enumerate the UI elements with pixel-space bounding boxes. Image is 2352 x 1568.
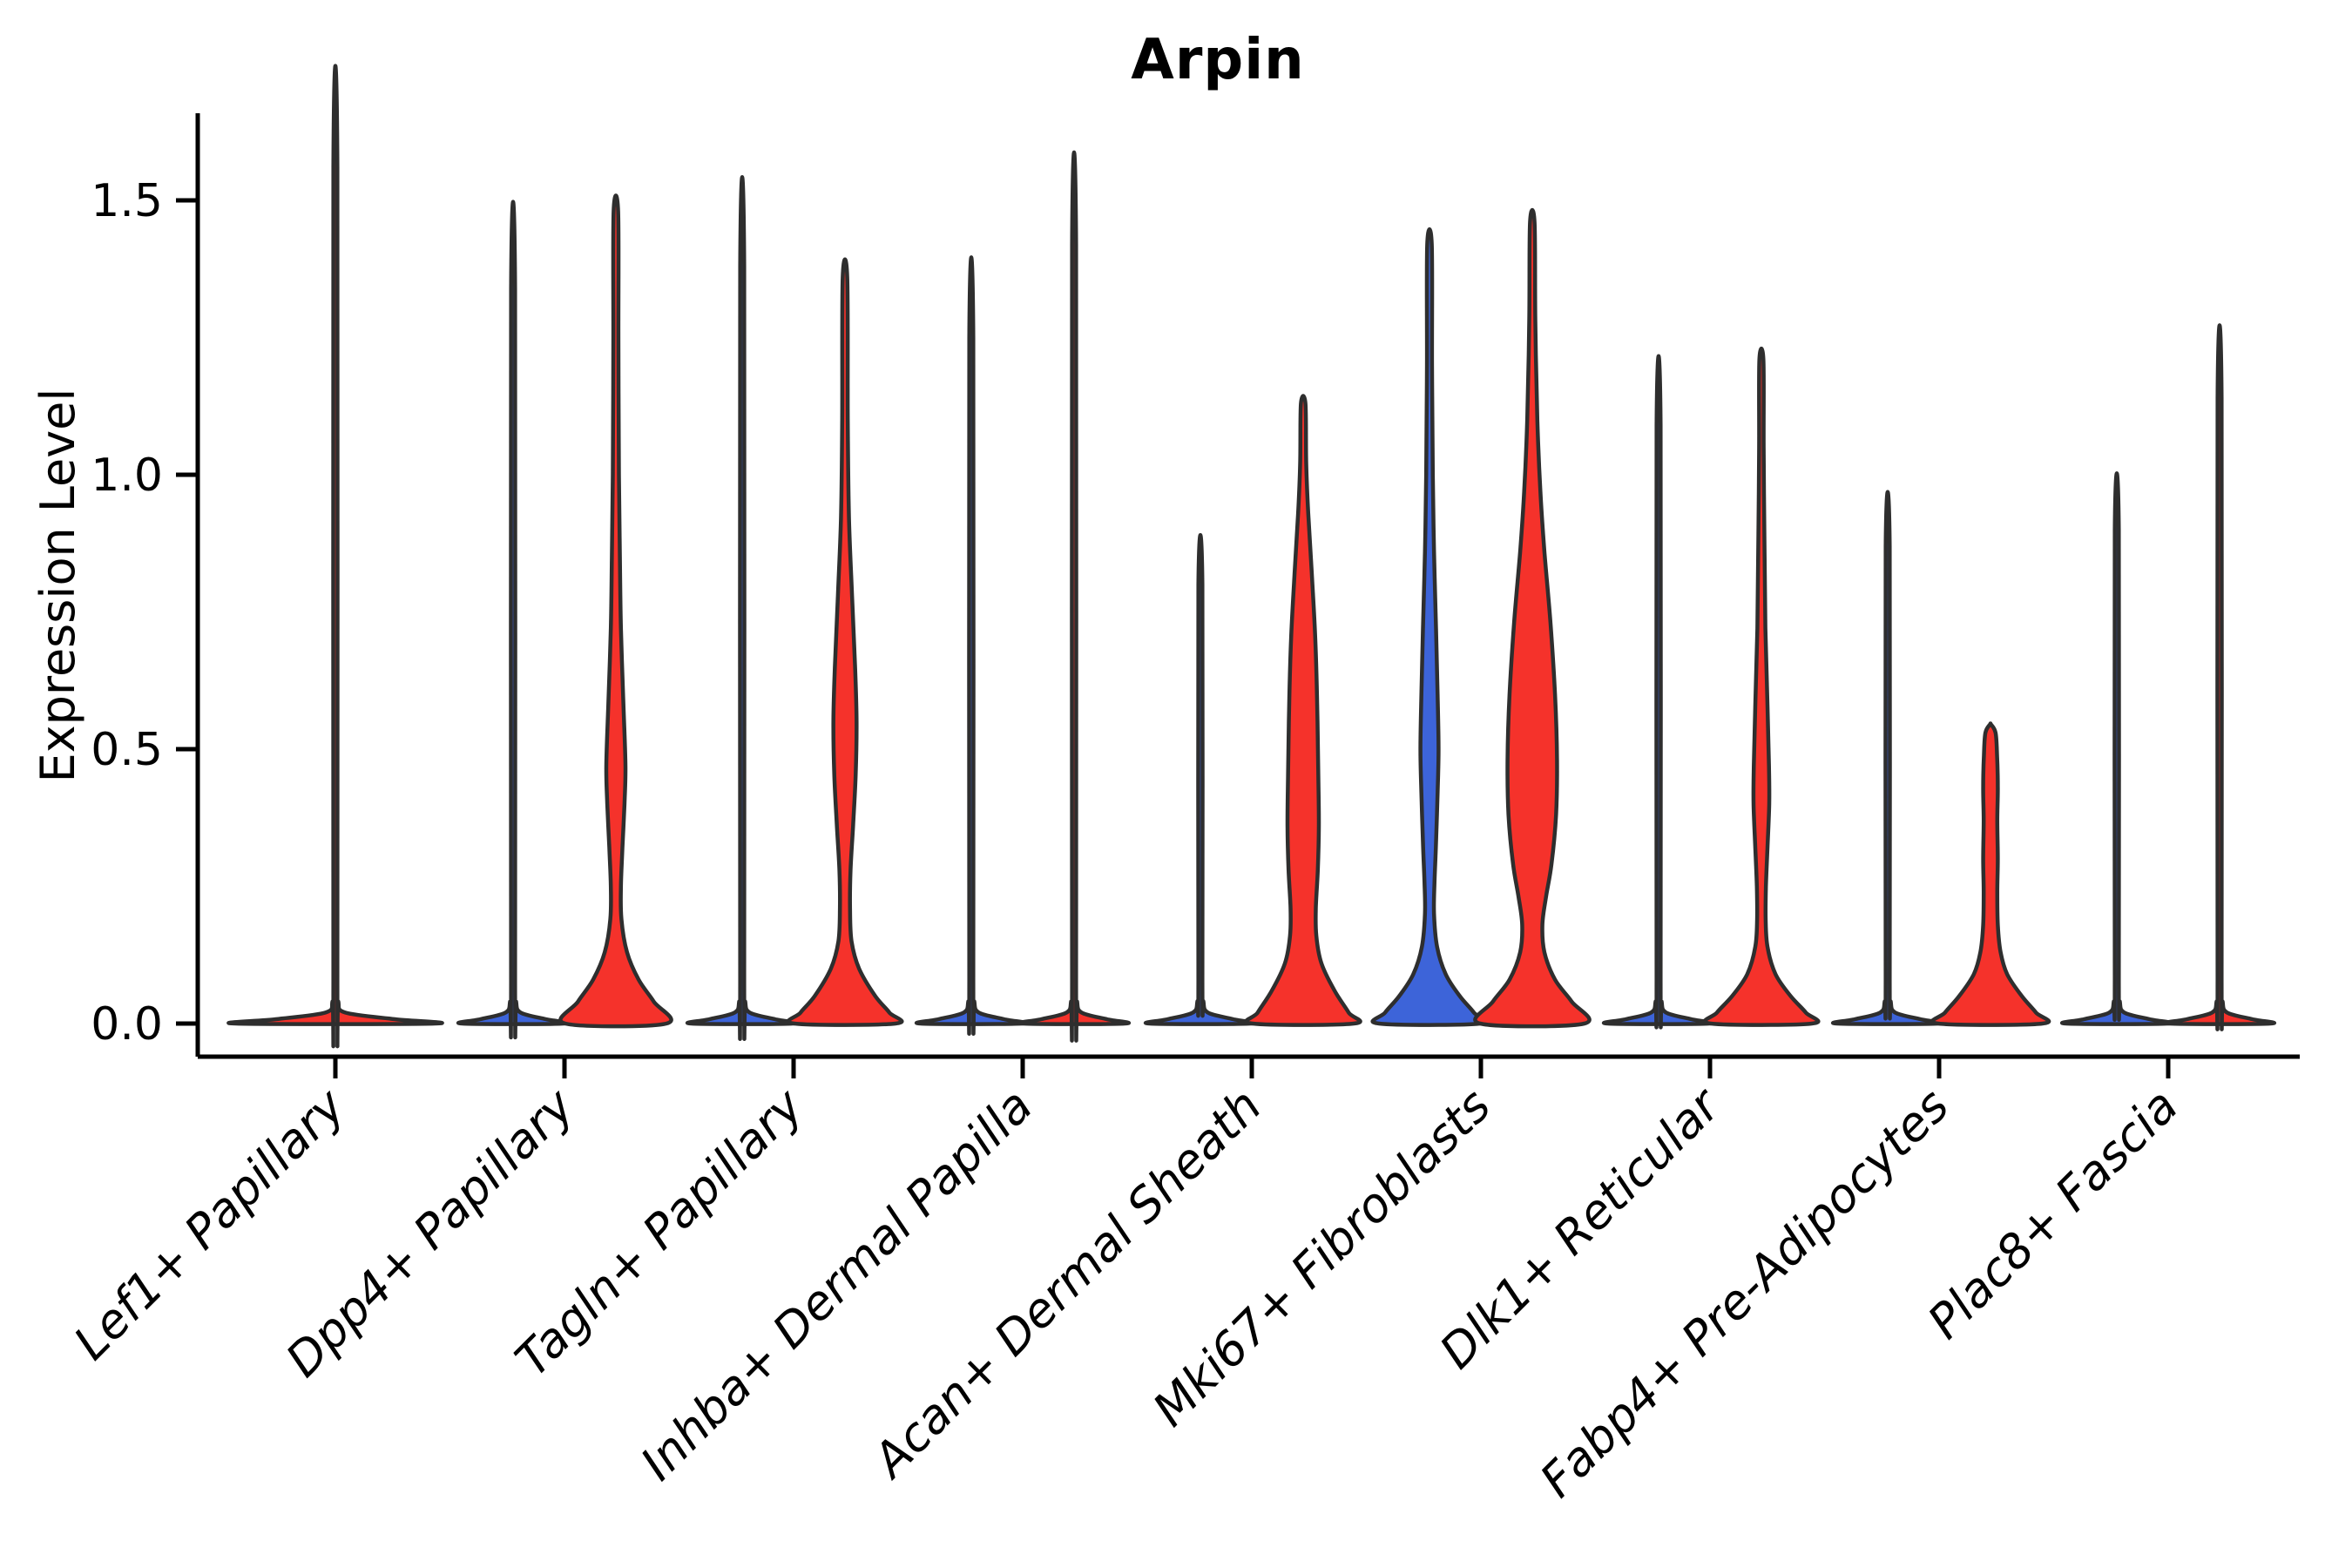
violin-fabp4-pre-adipocytes-right <box>1930 721 2051 1027</box>
violin-inhba-dermal-papilla-right <box>1017 150 1131 1043</box>
violin-lef1-papillary-center <box>226 64 444 1049</box>
violin-mki67-fibroblasts-right <box>1473 207 1592 1029</box>
y-tick-label-0.5: 0.5 <box>91 724 163 776</box>
violin-acan-dermal-sheath-right <box>1244 394 1362 1027</box>
chart-title: Arpin <box>1131 28 1305 92</box>
violin-dpp4-papillary-left <box>456 199 570 1040</box>
violin-mki67-fibroblasts-left <box>1370 226 1489 1027</box>
violin-tagln-papillary-right <box>786 257 904 1027</box>
violin-plac8-fascia-left <box>2060 471 2173 1026</box>
y-tick-label-1.0: 1.0 <box>91 449 163 502</box>
x-axis-label-fabp4-pre-adipocytes: Fabp4+ Pre-Adipocytes <box>1530 1078 1959 1508</box>
x-axis-label-acan-dermal-sheath: Acan+ Dermal Sheath <box>861 1078 1272 1490</box>
violin-dlk1-reticular-right <box>1702 346 1821 1027</box>
violin-tagln-papillary-left <box>686 175 799 1041</box>
violin-inhba-dermal-papilla-left <box>915 255 1028 1036</box>
violin-dlk1-reticular-left <box>1602 354 1715 1030</box>
x-axis-label-plac8-fascia: Plac8+ Fascia <box>1917 1078 2188 1349</box>
violin-acan-dermal-sheath-left <box>1144 533 1257 1026</box>
violin-dpp4-papillary-right <box>558 193 673 1029</box>
violin-plac8-fascia-right <box>2163 323 2276 1031</box>
x-axis-label-inhba-dermal-papilla: Inhba+ Dermal Papilla <box>630 1078 1043 1491</box>
y-tick-label-1.5: 1.5 <box>91 175 163 227</box>
violin-fabp4-pre-adipocytes-left <box>1831 490 1944 1026</box>
y-tick-label-0.0: 0.0 <box>91 998 163 1051</box>
